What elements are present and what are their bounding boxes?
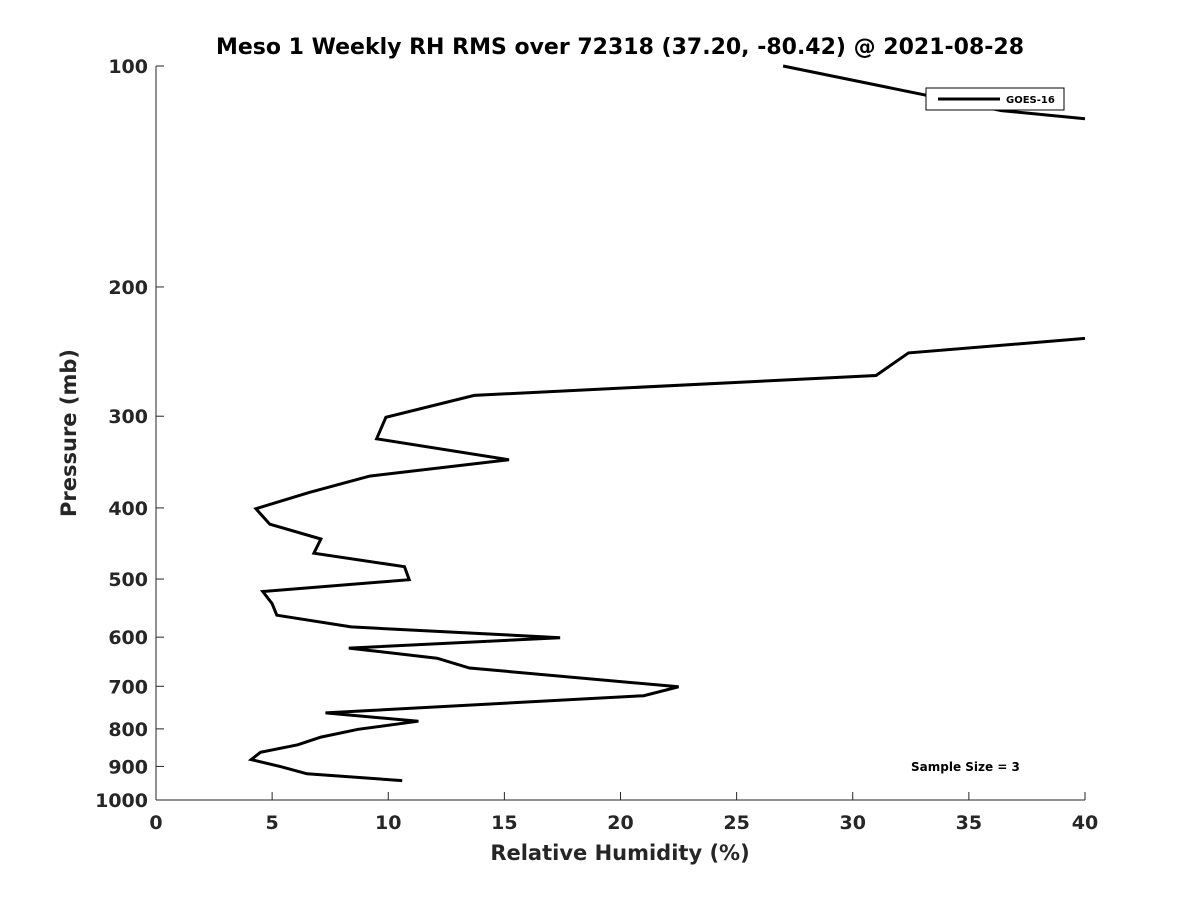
x-tick-label: 15 <box>491 812 517 834</box>
chart-title: Meso 1 Weekly RH RMS over 72318 (37.20, … <box>216 35 1024 60</box>
x-tick-label: 20 <box>607 812 633 834</box>
x-tick-label: 0 <box>149 812 162 834</box>
y-tick-label: 500 <box>108 569 148 591</box>
x-tick-label: 35 <box>956 812 982 834</box>
series-line-0 <box>782 64 1086 121</box>
legend-label: GOES-16 <box>1006 95 1055 106</box>
y-tick-label: 1000 <box>95 790 148 812</box>
legend: GOES-16 <box>925 87 1065 111</box>
y-tick-label: 900 <box>108 756 148 778</box>
series-line-1 <box>247 336 1086 783</box>
y-tick-label: 600 <box>108 627 148 649</box>
y-tick-label: 400 <box>108 498 148 520</box>
y-tick-label: 700 <box>108 676 148 698</box>
y-tick-label: 300 <box>108 406 148 428</box>
series-group <box>247 64 1086 783</box>
axes: 0 5 10 15 20 25 30 35 40 100 200 300 400 500 600 700 800… <box>95 56 1098 834</box>
x-tick-label: 30 <box>840 812 866 834</box>
x-axis-label: Relative Humidity (%) <box>490 841 749 865</box>
x-tick-label: 5 <box>266 812 279 834</box>
x-tick-label: 10 <box>375 812 401 834</box>
sample-size-annotation: Sample Size = 3 <box>911 760 1020 774</box>
y-axis-label: Pressure (mb) <box>57 349 81 517</box>
y-tick-label: 100 <box>108 56 148 78</box>
y-tick-label: 800 <box>108 719 148 741</box>
y-tick-label: 200 <box>108 277 148 299</box>
x-tick-label: 40 <box>1072 812 1098 834</box>
x-tick-label: 25 <box>723 812 749 834</box>
